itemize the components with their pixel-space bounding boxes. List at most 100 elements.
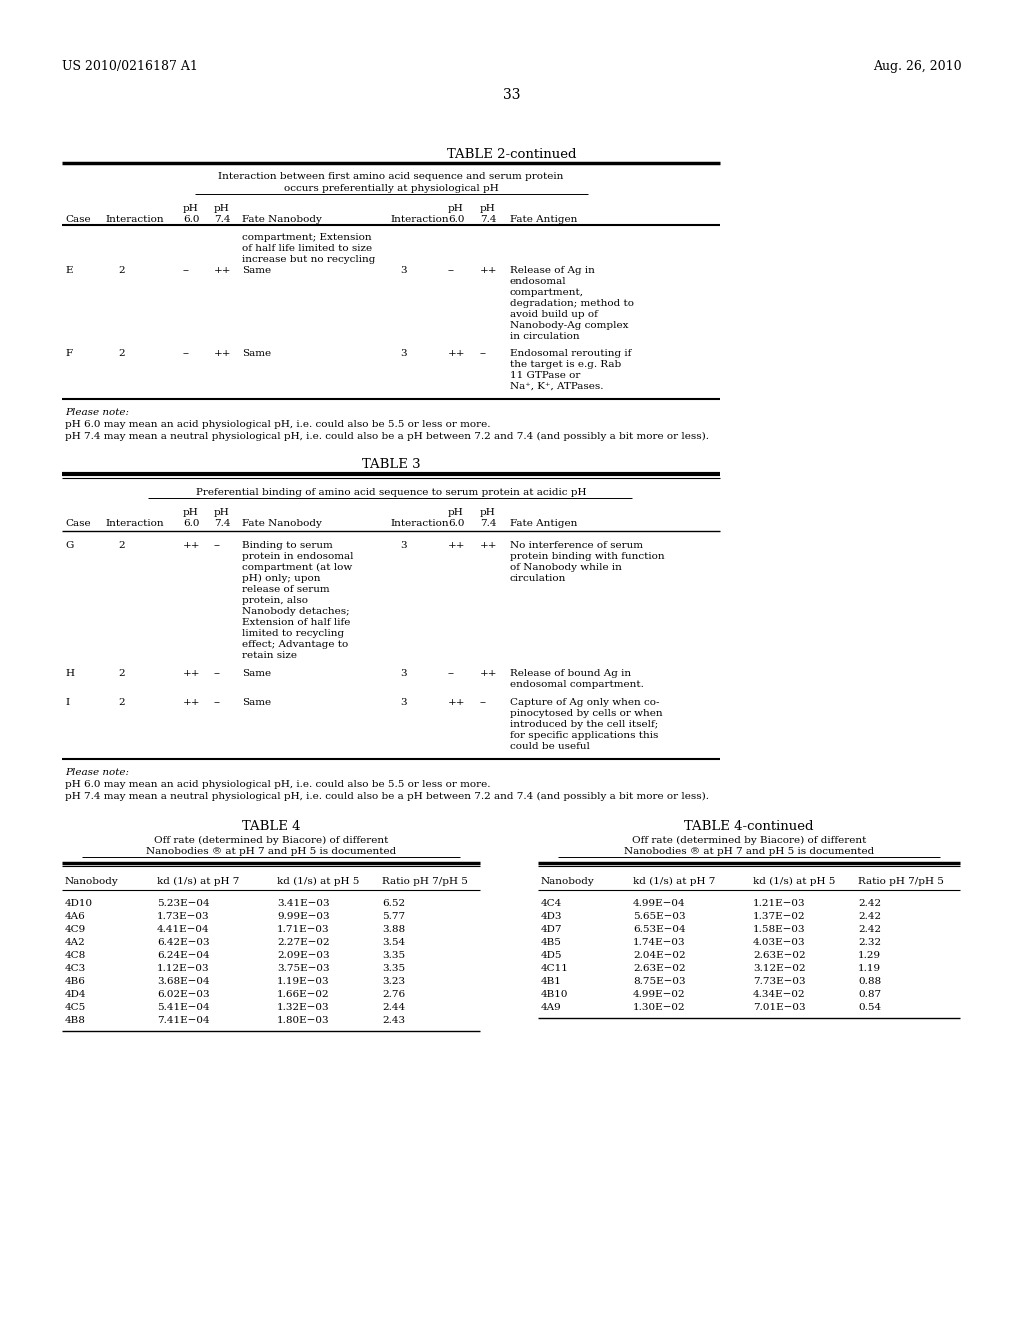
- Text: 4D4: 4D4: [65, 990, 86, 999]
- Text: 2: 2: [118, 541, 125, 550]
- Text: 4C9: 4C9: [65, 925, 86, 935]
- Text: kd (1/s) at pH 5: kd (1/s) at pH 5: [753, 876, 836, 886]
- Text: Nanobodies ® at pH 7 and pH 5 is documented: Nanobodies ® at pH 7 and pH 5 is documen…: [145, 847, 396, 855]
- Text: pH 6.0 may mean an acid physiological pH, i.e. could also be 5.5 or less or more: pH 6.0 may mean an acid physiological pH…: [65, 420, 490, 429]
- Text: 7.4: 7.4: [480, 519, 497, 528]
- Text: 2: 2: [118, 698, 125, 708]
- Text: --: --: [214, 698, 221, 708]
- Text: 1.19E−03: 1.19E−03: [278, 977, 330, 986]
- Text: 4A2: 4A2: [65, 939, 86, 946]
- Text: 1.12E−03: 1.12E−03: [157, 964, 210, 973]
- Text: Endosomal rerouting if: Endosomal rerouting if: [510, 348, 632, 358]
- Text: 2.32: 2.32: [858, 939, 881, 946]
- Text: 4.99E−04: 4.99E−04: [633, 899, 686, 908]
- Text: --: --: [214, 541, 221, 550]
- Text: limited to recycling: limited to recycling: [242, 630, 344, 638]
- Text: 2.04E−02: 2.04E−02: [633, 950, 686, 960]
- Text: TABLE 4: TABLE 4: [242, 820, 300, 833]
- Text: ++: ++: [449, 348, 466, 358]
- Text: Na⁺, K⁺, ATPases.: Na⁺, K⁺, ATPases.: [510, 381, 603, 391]
- Text: 5.23E−04: 5.23E−04: [157, 899, 210, 908]
- Text: Aug. 26, 2010: Aug. 26, 2010: [873, 59, 962, 73]
- Text: Same: Same: [242, 348, 271, 358]
- Text: Case: Case: [65, 215, 91, 224]
- Text: 6.53E−04: 6.53E−04: [633, 925, 686, 935]
- Text: Nanobody: Nanobody: [541, 876, 595, 886]
- Text: retain size: retain size: [242, 651, 297, 660]
- Text: 1.29: 1.29: [858, 950, 881, 960]
- Text: introduced by the cell itself;: introduced by the cell itself;: [510, 719, 658, 729]
- Text: 4C8: 4C8: [65, 950, 86, 960]
- Text: could be useful: could be useful: [510, 742, 590, 751]
- Text: 6.42E−03: 6.42E−03: [157, 939, 210, 946]
- Text: No interference of serum: No interference of serum: [510, 541, 643, 550]
- Text: 4B10: 4B10: [541, 990, 568, 999]
- Text: 6.0: 6.0: [183, 519, 200, 528]
- Text: ++: ++: [183, 669, 201, 678]
- Text: 1.21E−03: 1.21E−03: [753, 899, 806, 908]
- Text: 3.35: 3.35: [382, 950, 406, 960]
- Text: 1.71E−03: 1.71E−03: [278, 925, 330, 935]
- Text: --: --: [480, 348, 487, 358]
- Text: ++: ++: [480, 541, 498, 550]
- Text: Same: Same: [242, 267, 271, 275]
- Text: endosomal: endosomal: [510, 277, 566, 286]
- Text: release of serum: release of serum: [242, 585, 330, 594]
- Text: pH: pH: [214, 508, 229, 517]
- Text: G: G: [65, 541, 74, 550]
- Text: of half life limited to size: of half life limited to size: [242, 244, 372, 253]
- Text: Please note:: Please note:: [65, 408, 129, 417]
- Text: 4C4: 4C4: [541, 899, 562, 908]
- Text: Nanobody-Ag complex: Nanobody-Ag complex: [510, 321, 629, 330]
- Text: 2.42: 2.42: [858, 925, 881, 935]
- Text: 4B8: 4B8: [65, 1016, 86, 1026]
- Text: Fate Antigen: Fate Antigen: [510, 215, 578, 224]
- Text: pH: pH: [480, 508, 496, 517]
- Text: 4.41E−04: 4.41E−04: [157, 925, 210, 935]
- Text: 7.4: 7.4: [214, 215, 230, 224]
- Text: 2.09E−03: 2.09E−03: [278, 950, 330, 960]
- Text: Off rate (determined by Biacore) of different: Off rate (determined by Biacore) of diff…: [154, 836, 388, 845]
- Text: Nanobodies ® at pH 7 and pH 5 is documented: Nanobodies ® at pH 7 and pH 5 is documen…: [624, 847, 874, 855]
- Text: Please note:: Please note:: [65, 768, 129, 777]
- Text: 4.03E−03: 4.03E−03: [753, 939, 806, 946]
- Text: Binding to serum: Binding to serum: [242, 541, 333, 550]
- Text: TABLE 2-continued: TABLE 2-continued: [447, 148, 577, 161]
- Text: pH) only; upon: pH) only; upon: [242, 574, 321, 583]
- Text: increase but no recycling: increase but no recycling: [242, 255, 376, 264]
- Text: --: --: [183, 348, 190, 358]
- Text: Fate Antigen: Fate Antigen: [510, 519, 578, 528]
- Text: 3.23: 3.23: [382, 977, 406, 986]
- Text: compartment,: compartment,: [510, 288, 584, 297]
- Text: 9.99E−03: 9.99E−03: [278, 912, 330, 921]
- Text: 4D3: 4D3: [541, 912, 562, 921]
- Text: avoid build up of: avoid build up of: [510, 310, 598, 319]
- Text: 4.99E−02: 4.99E−02: [633, 990, 686, 999]
- Text: 3.68E−04: 3.68E−04: [157, 977, 210, 986]
- Text: 4.34E−02: 4.34E−02: [753, 990, 806, 999]
- Text: TABLE 4-continued: TABLE 4-continued: [684, 820, 814, 833]
- Text: 4A6: 4A6: [65, 912, 86, 921]
- Text: 3: 3: [400, 267, 407, 275]
- Text: 1.37E−02: 1.37E−02: [753, 912, 806, 921]
- Text: pH: pH: [183, 508, 199, 517]
- Text: 3: 3: [400, 669, 407, 678]
- Text: --: --: [183, 267, 190, 275]
- Text: 3.35: 3.35: [382, 964, 406, 973]
- Text: kd (1/s) at pH 5: kd (1/s) at pH 5: [278, 876, 359, 886]
- Text: 4B5: 4B5: [541, 939, 562, 946]
- Text: 8.75E−03: 8.75E−03: [633, 977, 686, 986]
- Text: Nanobody detaches;: Nanobody detaches;: [242, 607, 349, 616]
- Text: 0.87: 0.87: [858, 990, 881, 999]
- Text: 1.58E−03: 1.58E−03: [753, 925, 806, 935]
- Text: F: F: [65, 348, 72, 358]
- Text: 3: 3: [400, 348, 407, 358]
- Text: Extension of half life: Extension of half life: [242, 618, 350, 627]
- Text: 3.88: 3.88: [382, 925, 406, 935]
- Text: --: --: [449, 669, 455, 678]
- Text: 6.02E−03: 6.02E−03: [157, 990, 210, 999]
- Text: 1.30E−02: 1.30E−02: [633, 1003, 686, 1012]
- Text: 6.0: 6.0: [449, 215, 465, 224]
- Text: 5.65E−03: 5.65E−03: [633, 912, 686, 921]
- Text: 4B1: 4B1: [541, 977, 562, 986]
